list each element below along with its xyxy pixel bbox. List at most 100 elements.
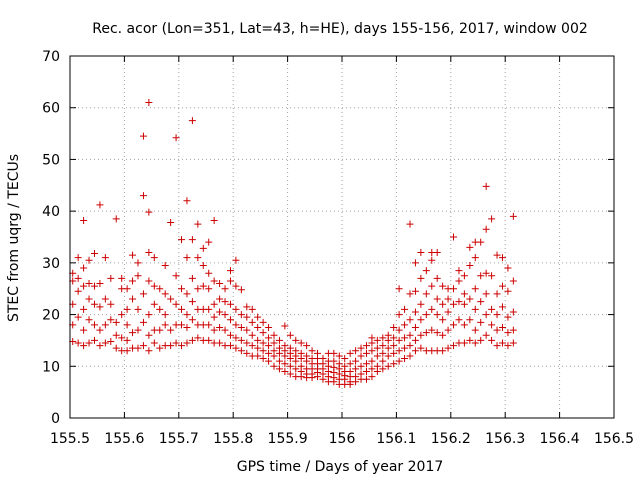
data-point	[373, 352, 381, 360]
data-point	[254, 324, 262, 331]
data-point	[368, 347, 376, 355]
data-point	[444, 295, 452, 303]
data-point	[85, 256, 93, 264]
data-point	[439, 300, 447, 308]
data-point	[161, 311, 169, 319]
data-point	[254, 336, 262, 344]
data-point	[357, 362, 365, 370]
data-point	[134, 305, 142, 313]
data-point	[210, 313, 218, 321]
data-point	[145, 208, 153, 216]
data-point	[471, 305, 479, 313]
data-point	[150, 339, 158, 347]
data-point	[504, 287, 512, 295]
data-point	[477, 318, 485, 326]
data-point	[275, 357, 283, 365]
data-point	[390, 324, 398, 331]
data-point	[417, 331, 425, 339]
data-point	[80, 216, 88, 224]
data-point	[107, 316, 115, 324]
data-point	[205, 321, 213, 329]
data-point	[80, 305, 88, 313]
data-point	[96, 280, 104, 288]
data-point	[134, 259, 142, 267]
data-point	[384, 352, 392, 360]
data-point	[406, 220, 414, 228]
data-point	[330, 363, 338, 371]
data-point	[362, 367, 370, 375]
data-point	[237, 286, 245, 294]
data-point	[439, 282, 447, 290]
data-point	[226, 331, 234, 339]
data-point	[243, 303, 251, 311]
data-point	[183, 311, 191, 319]
data-point	[96, 303, 104, 311]
data-point	[352, 365, 360, 373]
data-point	[199, 261, 207, 269]
data-point	[297, 362, 305, 370]
data-point	[314, 349, 322, 357]
data-point	[509, 339, 517, 347]
data-point	[444, 344, 452, 352]
data-point	[205, 269, 213, 277]
data-point	[145, 311, 153, 319]
data-point	[134, 272, 142, 280]
data-point	[145, 331, 153, 339]
data-point	[183, 290, 191, 298]
x-tick-label: 156.5	[594, 431, 634, 447]
data-point	[395, 326, 403, 334]
data-point	[205, 285, 213, 293]
data-point	[488, 272, 496, 280]
data-point	[362, 375, 370, 383]
data-point	[90, 282, 98, 290]
data-point	[183, 197, 191, 205]
data-point	[482, 182, 490, 190]
data-point	[444, 326, 452, 334]
data-point	[504, 342, 512, 350]
data-point	[401, 305, 409, 313]
data-point	[281, 367, 289, 375]
data-point	[134, 326, 142, 334]
data-point	[123, 336, 131, 344]
data-point	[237, 347, 245, 355]
data-point	[433, 249, 441, 257]
data-point	[101, 321, 109, 329]
data-point	[210, 300, 218, 308]
data-point	[493, 251, 501, 259]
data-point	[226, 267, 234, 275]
data-point	[401, 355, 409, 363]
data-point	[232, 282, 240, 290]
data-point	[482, 290, 490, 298]
data-point	[112, 215, 120, 223]
data-point	[259, 329, 267, 337]
data-point	[275, 365, 283, 373]
data-point	[406, 342, 414, 350]
data-point	[248, 342, 256, 350]
data-point	[188, 236, 196, 244]
data-point	[232, 305, 240, 313]
data-point	[167, 295, 175, 303]
y-axis-label: STEC from uqrg / TECUs	[6, 154, 22, 322]
data-point	[199, 282, 207, 290]
data-point	[455, 316, 463, 324]
data-point	[422, 311, 430, 319]
data-point	[450, 285, 458, 293]
data-point	[292, 347, 300, 355]
data-point	[129, 277, 137, 285]
data-point	[493, 290, 501, 298]
data-point	[493, 311, 501, 319]
data-point	[411, 347, 419, 355]
data-point	[395, 336, 403, 344]
data-point	[216, 308, 224, 316]
y-tick-label: 20	[42, 308, 60, 324]
data-point	[270, 339, 278, 347]
data-point	[493, 326, 501, 334]
data-point	[156, 285, 164, 293]
data-point	[254, 344, 262, 352]
data-point	[330, 357, 338, 365]
data-point	[237, 311, 245, 319]
data-point	[390, 360, 398, 368]
data-point	[221, 285, 229, 293]
